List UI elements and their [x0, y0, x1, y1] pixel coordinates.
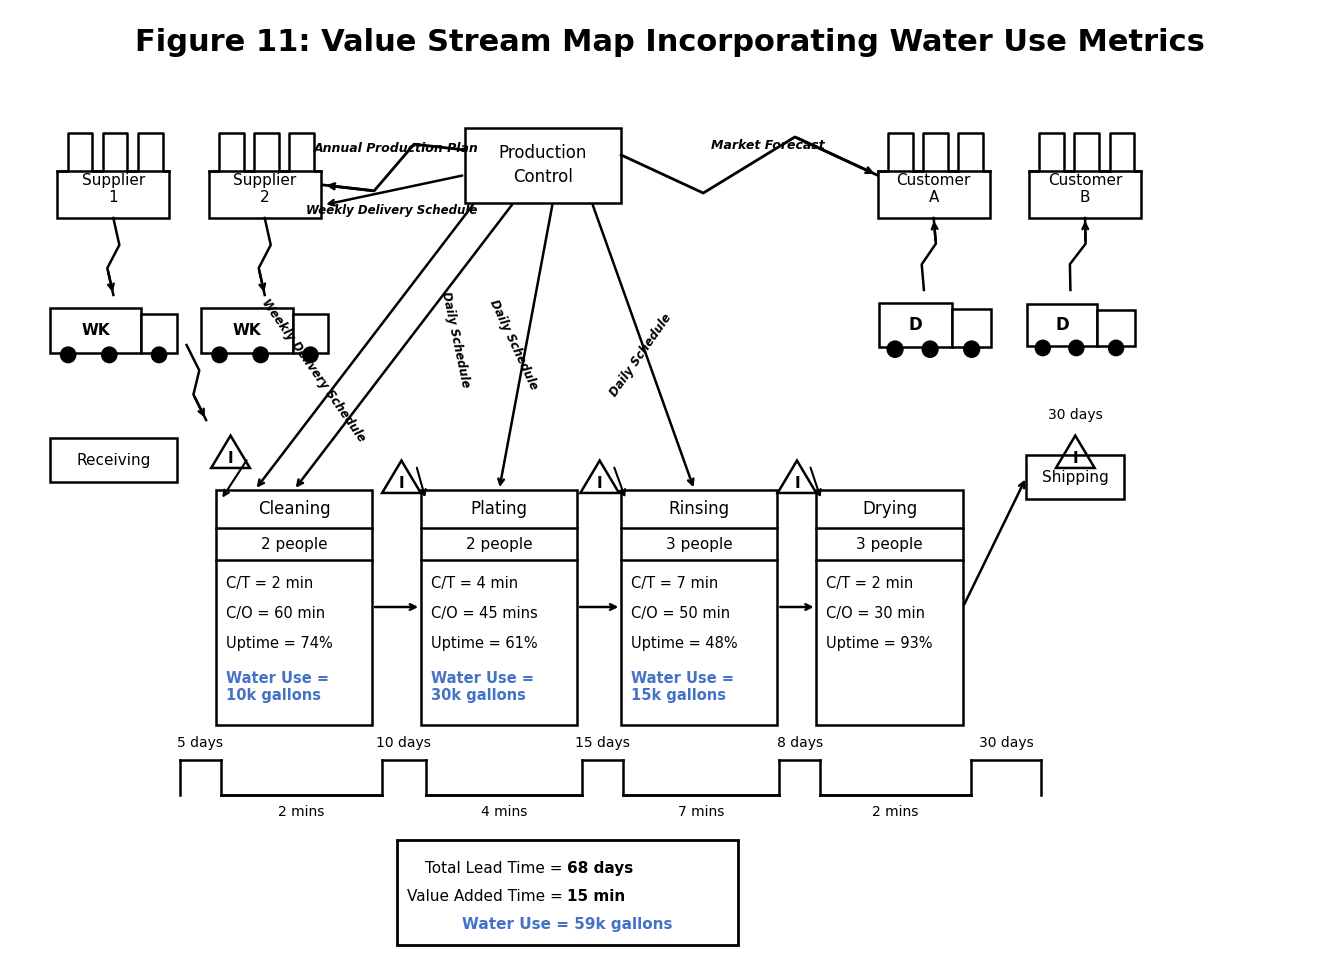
- Text: Market Forecast: Market Forecast: [710, 138, 824, 152]
- Text: Plating: Plating: [470, 500, 528, 518]
- Text: 15 days: 15 days: [575, 736, 630, 750]
- Bar: [816, 490, 963, 725]
- Text: 3 people: 3 people: [856, 537, 923, 551]
- Bar: [1029, 171, 1142, 218]
- Text: C/T = 7 min: C/T = 7 min: [631, 576, 718, 591]
- Text: Production: Production: [498, 144, 587, 162]
- Text: 15 min: 15 min: [567, 889, 626, 903]
- Text: Daily Schedule: Daily Schedule: [607, 311, 674, 398]
- Text: C/O = 30 min: C/O = 30 min: [827, 606, 925, 621]
- Text: Weekly Delivery Schedule: Weekly Delivery Schedule: [306, 203, 477, 217]
- Text: 3 people: 3 people: [666, 537, 733, 551]
- Text: B: B: [1080, 190, 1091, 204]
- Text: C/T = 4 min: C/T = 4 min: [430, 576, 517, 591]
- Text: Supplier: Supplier: [233, 172, 296, 188]
- Text: 2 people: 2 people: [261, 537, 327, 551]
- Text: Weekly Delivery Schedule: Weekly Delivery Schedule: [259, 296, 368, 444]
- Text: C/O = 50 min: C/O = 50 min: [631, 606, 730, 621]
- Text: 1: 1: [109, 190, 118, 204]
- Text: WK: WK: [233, 323, 261, 337]
- Bar: [58, 171, 169, 218]
- Text: Water Use = 59k gallons: Water Use = 59k gallons: [462, 917, 673, 931]
- Bar: [622, 490, 777, 725]
- Bar: [397, 840, 738, 945]
- Text: Daily Schedule: Daily Schedule: [488, 298, 540, 393]
- Text: Annual Production Plan: Annual Production Plan: [314, 141, 478, 155]
- Circle shape: [303, 347, 318, 363]
- Text: 4 mins: 4 mins: [481, 805, 527, 819]
- Text: D: D: [909, 316, 922, 334]
- Text: Customer: Customer: [896, 172, 972, 188]
- Bar: [465, 128, 622, 202]
- Circle shape: [212, 347, 228, 363]
- Text: 30 days: 30 days: [978, 736, 1033, 750]
- Text: Daily Schedule: Daily Schedule: [438, 291, 472, 390]
- Text: Control: Control: [513, 168, 574, 186]
- Circle shape: [1069, 340, 1084, 356]
- Text: Cleaning: Cleaning: [257, 500, 331, 518]
- Text: Receiving: Receiving: [76, 453, 150, 467]
- Text: D: D: [1056, 316, 1069, 334]
- Text: Shipping: Shipping: [1043, 470, 1108, 484]
- Bar: [216, 490, 373, 725]
- Text: C/T = 2 min: C/T = 2 min: [827, 576, 914, 591]
- Text: 10 days: 10 days: [377, 736, 431, 750]
- Circle shape: [60, 347, 76, 363]
- Circle shape: [151, 347, 166, 363]
- Text: Customer: Customer: [1048, 172, 1122, 188]
- Text: C/O = 60 min: C/O = 60 min: [225, 606, 324, 621]
- Circle shape: [1108, 340, 1123, 356]
- Text: Value Added Time =: Value Added Time =: [407, 889, 567, 903]
- Circle shape: [887, 341, 903, 357]
- Text: WK: WK: [82, 323, 110, 337]
- Bar: [878, 171, 990, 218]
- Text: C/T = 2 min: C/T = 2 min: [225, 576, 314, 591]
- Circle shape: [1036, 340, 1051, 356]
- Text: I: I: [795, 476, 800, 490]
- Bar: [879, 304, 951, 347]
- Text: Uptime = 48%: Uptime = 48%: [631, 636, 737, 651]
- Text: 68 days: 68 days: [567, 861, 634, 875]
- Text: Uptime = 74%: Uptime = 74%: [225, 636, 332, 651]
- Text: Uptime = 93%: Uptime = 93%: [827, 636, 933, 651]
- Text: Water Use =
10k gallons: Water Use = 10k gallons: [225, 671, 328, 703]
- Bar: [201, 308, 292, 353]
- Text: 30 days: 30 days: [1048, 408, 1103, 422]
- Circle shape: [963, 341, 980, 357]
- Text: 5 days: 5 days: [177, 736, 224, 750]
- Text: Water Use =
30k gallons: Water Use = 30k gallons: [430, 671, 533, 703]
- Bar: [951, 309, 992, 347]
- Text: 8 days: 8 days: [777, 736, 823, 750]
- Bar: [292, 313, 328, 353]
- Text: 2 mins: 2 mins: [872, 805, 919, 819]
- Text: Uptime = 61%: Uptime = 61%: [430, 636, 537, 651]
- Text: Supplier: Supplier: [82, 172, 145, 188]
- Text: 2 people: 2 people: [466, 537, 532, 551]
- Bar: [209, 171, 320, 218]
- Text: I: I: [596, 476, 603, 490]
- Text: I: I: [1072, 451, 1079, 466]
- Text: C/O = 45 mins: C/O = 45 mins: [430, 606, 537, 621]
- Bar: [1026, 455, 1124, 499]
- Circle shape: [102, 347, 117, 363]
- Text: Rinsing: Rinsing: [669, 500, 730, 518]
- Bar: [1097, 309, 1135, 345]
- Text: Figure 11: Value Stream Map Incorporating Water Use Metrics: Figure 11: Value Stream Map Incorporatin…: [135, 27, 1205, 56]
- Bar: [50, 308, 141, 353]
- Circle shape: [922, 341, 938, 357]
- Text: Water Use =
15k gallons: Water Use = 15k gallons: [631, 671, 734, 703]
- Text: 2 mins: 2 mins: [279, 805, 324, 819]
- Text: I: I: [398, 476, 405, 490]
- Text: I: I: [228, 451, 233, 466]
- Circle shape: [253, 347, 268, 363]
- Text: Total Lead Time =: Total Lead Time =: [425, 861, 567, 875]
- Bar: [141, 313, 177, 353]
- Text: 2: 2: [260, 190, 269, 204]
- Bar: [1028, 305, 1097, 345]
- Bar: [50, 438, 177, 482]
- Text: 7 mins: 7 mins: [678, 805, 725, 819]
- Bar: [421, 490, 578, 725]
- Text: Drying: Drying: [862, 500, 918, 518]
- Text: A: A: [929, 190, 939, 204]
